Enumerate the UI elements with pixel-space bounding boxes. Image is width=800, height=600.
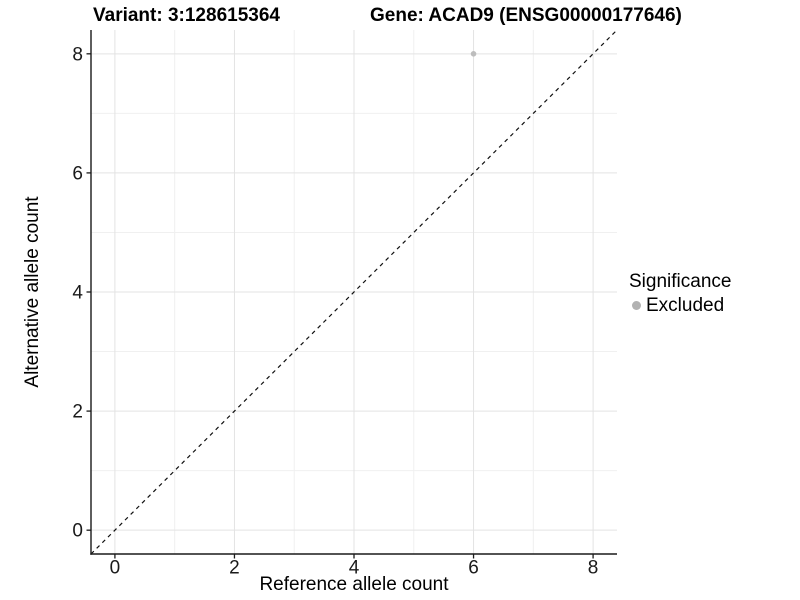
excluded-point-icon [632,301,641,311]
x-axis-label: Reference allele count [259,574,449,595]
legend-item-label: Excluded [646,294,725,316]
y-tick-label: 2 [72,402,83,423]
data-point [470,51,477,57]
x-tick-label: 0 [110,558,121,579]
y-tick-label: 0 [72,521,83,542]
x-tick-label: 2 [229,558,240,579]
plot-title-variant: Variant: 3:128615364 [93,5,280,26]
y-axis-label: Alternative allele count [22,196,43,388]
y-tick-label: 4 [72,282,83,303]
y-tick-label: 8 [72,44,83,65]
plot-title-gene: Gene: ACAD9 (ENSG00000177646) [370,5,682,26]
identity-line [90,29,618,555]
y-tick-label: 6 [72,163,83,184]
x-tick-label: 8 [588,558,599,579]
legend: Significance Excluded [629,271,731,317]
legend-item-excluded: Excluded [632,295,731,317]
x-tick-label: 6 [468,558,479,579]
legend-title: Significance [629,271,732,292]
x-tick-label: 4 [349,558,360,579]
